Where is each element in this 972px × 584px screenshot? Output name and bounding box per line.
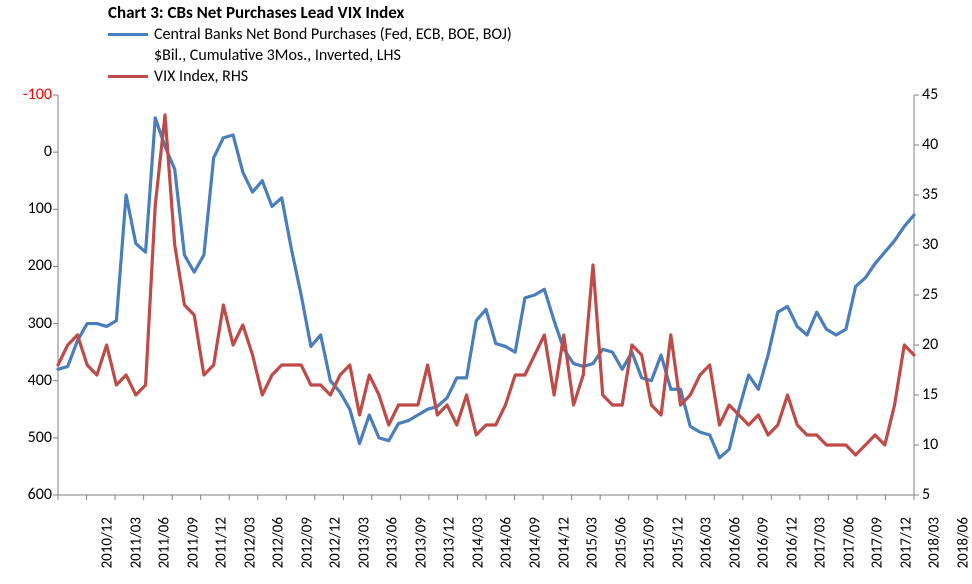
plot-area — [0, 0, 972, 584]
series-vix — [58, 115, 914, 455]
chart-container: Chart 3: CBs Net Purchases Lead VIX Inde… — [0, 0, 972, 584]
series-cb-purchases — [58, 118, 914, 458]
